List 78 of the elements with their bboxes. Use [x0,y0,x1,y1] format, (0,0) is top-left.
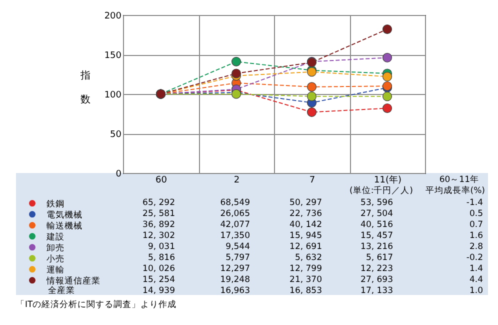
point [382,72,392,82]
text: 14, 939 [142,286,175,296]
y-tick-label: 200 [104,12,122,22]
text: 12,297 [220,264,250,274]
legend-label: 鉄鋼 [46,198,64,210]
text: 27, 504 [360,208,393,218]
text: 25, 581 [142,208,175,218]
x-tick-label: 11(年) [374,174,402,186]
text: 27, 693 [360,274,393,284]
text: 40, 142 [290,220,322,230]
text: 65, 292 [142,198,175,208]
text: 19,248 [220,274,250,284]
text: 21, 370 [290,274,322,284]
text: 2.8 [469,242,483,252]
text: 26,065 [220,208,250,218]
text: 40, 516 [360,220,393,230]
text: 68,549 [220,198,250,208]
legend-label: 輸送機械 [46,220,82,232]
text: 16,963 [220,286,250,296]
text: -1.4 [466,198,483,208]
legend-label: 小売 [46,253,64,264]
legend-label: 卸売 [46,242,64,254]
x-tick-label: 7 [309,176,316,186]
text: (単位:千円／人) [350,186,413,196]
text: 1.0 [469,286,483,296]
text: 平均成長率(%) [425,186,485,196]
text: 0.7 [469,220,483,230]
text: 9,544 [226,242,250,252]
x-tick-label: 2 [234,176,240,186]
point [382,103,392,113]
text: 42,077 [220,220,250,230]
text: 指数 [80,70,90,106]
text: 9, 031 [148,242,175,252]
legend-label: 情報通信産業 [46,275,100,286]
point [382,24,392,34]
text: 5,797 [226,252,250,262]
x-tick-label: 60 [156,176,168,186]
text: 12, 691 [290,242,322,252]
text: 12, 302 [142,230,175,240]
text: 1.4 [469,264,483,274]
text: 10, 026 [142,264,175,274]
text: 12, 799 [290,264,322,274]
text: 17,350 [220,230,250,240]
point [382,92,392,102]
text: 15, 457 [360,230,393,240]
point [306,92,317,102]
text: 5, 632 [294,252,322,262]
point [306,82,317,92]
legend-label: 電気機械 [46,209,82,220]
text: 53, 596 [360,198,393,208]
text: 15, 945 [290,230,322,240]
y-tick-label: 100 [104,90,122,100]
text: 1.6 [469,230,483,240]
text: 15, 254 [142,274,175,284]
point [306,107,317,117]
text: 全産業 [48,286,75,296]
text: 36, 892 [142,220,175,230]
text: 12, 223 [360,264,393,274]
text: 0.5 [469,208,483,218]
legend-label: 運輸 [46,264,64,276]
text: -0.2 [466,252,483,262]
text: 60～11年 [439,175,479,185]
text: 50, 297 [290,198,322,208]
text: 5, 617 [366,252,393,262]
point [231,56,242,66]
text: 「ITの経済分析に関する調査」より作成 [16,300,177,310]
text: 5, 816 [148,252,175,262]
y-tick-label: 0 [116,170,122,180]
text: 4.4 [469,274,483,284]
text: 17, 133 [360,286,393,296]
y-tick-label: 50 [110,130,122,140]
legend-label: 建設 [46,231,64,242]
point [231,68,242,78]
y-tick-label: 150 [104,51,122,61]
point [382,52,392,62]
text: 13, 216 [360,242,393,252]
text: 22, 736 [290,208,322,218]
text: 16, 853 [290,286,322,296]
